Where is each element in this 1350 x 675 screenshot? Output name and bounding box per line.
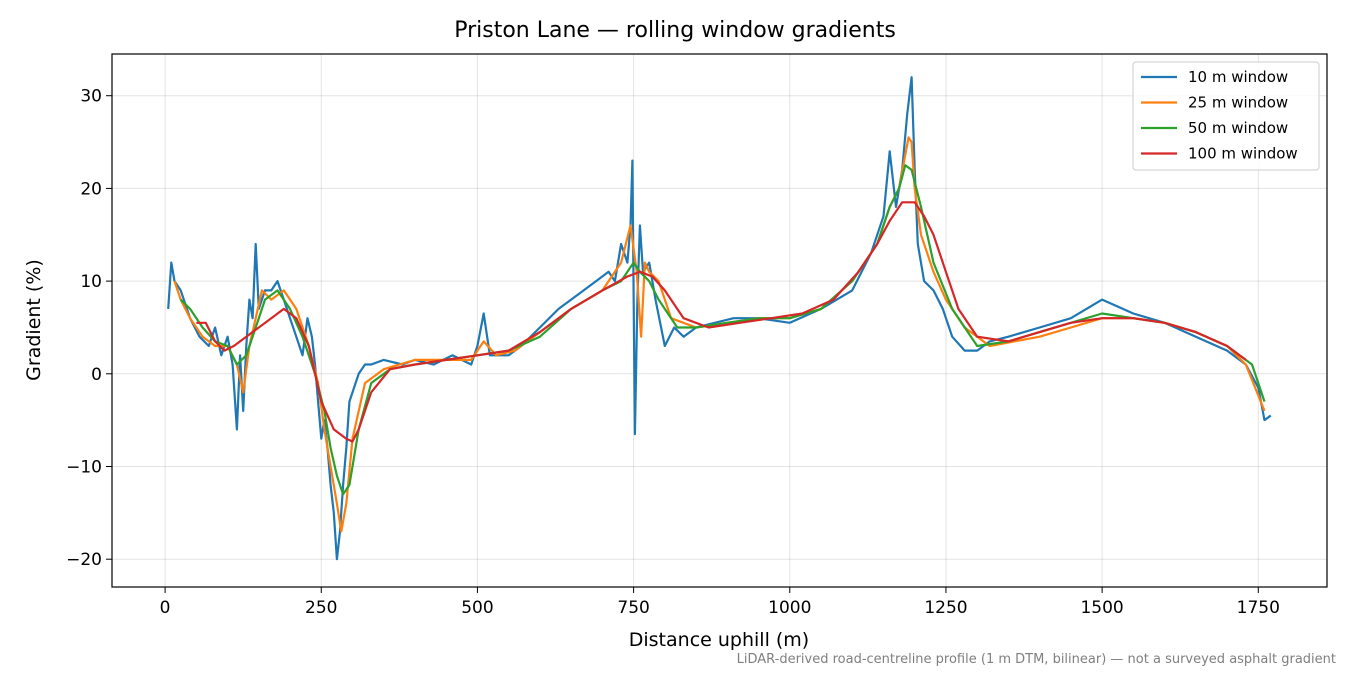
legend-label: 100 m window [1188,145,1298,163]
x-tick-label: 1250 [924,598,967,618]
x-axis-label: Distance uphill (m) [629,629,809,651]
chart-footnote: LiDAR-derived road-centreline profile (1… [736,652,1336,667]
y-tick-label: −10 [66,457,102,477]
x-tick-label: 250 [305,598,337,618]
legend-label: 10 m window [1188,68,1288,86]
y-tick-label: −20 [66,550,102,570]
y-axis-label: Gradient (%) [23,259,45,381]
series-line-2 [173,136,1266,533]
legend-label: 25 m window [1188,94,1288,112]
chart-title: Priston Lane — rolling window gradients [454,18,896,43]
lines-layer [167,76,1272,561]
legend: 10 m window 25 m window 50 m window 100 m w… [1132,61,1320,171]
plot-frame [111,53,1328,588]
y-tick-label: 0 [91,365,102,385]
series-line-3 [179,164,1266,496]
x-tick-label: 0 [160,598,171,618]
y-tick-label: 20 [80,179,102,199]
series-line-4 [196,201,1247,443]
ticks-layer: 0 250 500 750 1000 1250 1500 1750 −20 −10 0 10 20 30 [66,87,1280,618]
legend-frame [1132,61,1320,171]
x-tick-label: 1500 [1080,598,1123,618]
legend-label: 50 m window [1188,119,1288,137]
y-tick-label: 10 [80,272,102,292]
series-line-1 [167,76,1272,561]
x-tick-label: 500 [461,598,493,618]
x-tick-label: 1750 [1237,598,1280,618]
x-tick-label: 750 [617,598,649,618]
x-tick-label: 1000 [768,598,811,618]
y-tick-label: 30 [80,87,102,107]
